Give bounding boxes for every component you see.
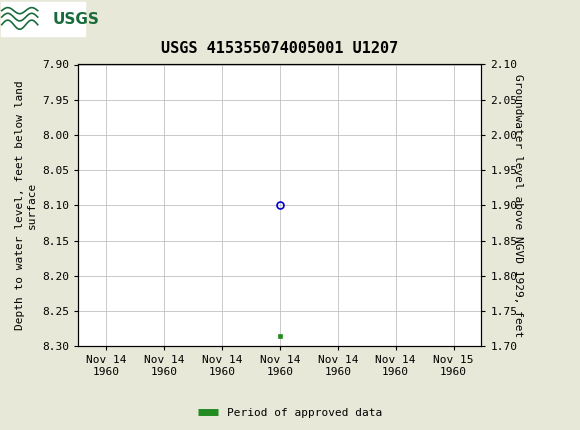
Title: USGS 415355074005001 U1207: USGS 415355074005001 U1207 — [161, 41, 398, 56]
FancyBboxPatch shape — [1, 2, 85, 36]
Legend: Period of approved data: Period of approved data — [194, 403, 386, 422]
Text: USGS: USGS — [52, 12, 99, 27]
Y-axis label: Depth to water level, feet below land
surface: Depth to water level, feet below land su… — [15, 80, 37, 330]
Y-axis label: Groundwater level above NGVD 1929, feet: Groundwater level above NGVD 1929, feet — [513, 74, 523, 337]
